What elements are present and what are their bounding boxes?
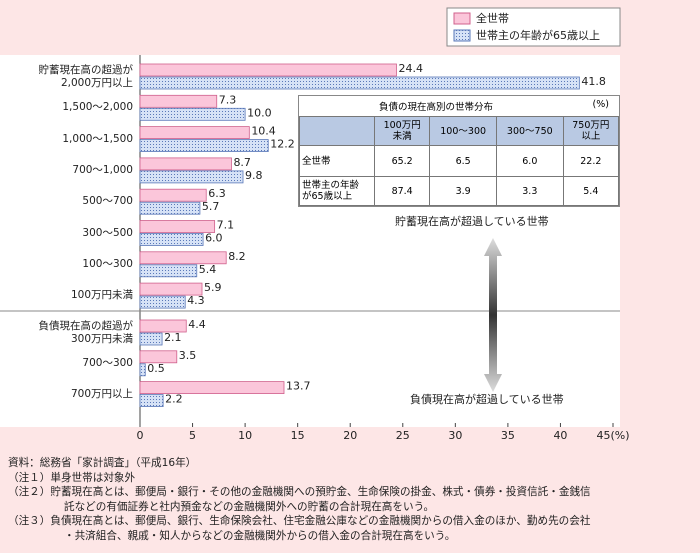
bar	[139, 282, 203, 296]
cell: 5.4	[562, 176, 620, 206]
bar	[139, 332, 163, 346]
value-label: 12.2	[270, 138, 295, 151]
bar	[139, 170, 244, 184]
cell: 65.2	[373, 145, 431, 177]
legend-label: 全世帯	[476, 11, 509, 25]
bar	[139, 201, 201, 215]
row-header: 世帯主の年齢 が65歳以上	[299, 176, 375, 206]
x-tick-label: 25	[396, 429, 410, 442]
cell: 3.3	[495, 176, 564, 206]
category-label: 300～500	[82, 226, 133, 239]
note: （注２）貯蓄現在高とは、郵便局・銀行・その他の金融機関への預貯金、生命保険の掛金…	[8, 486, 591, 499]
value-label: 10.4	[251, 125, 276, 138]
cell: 87.4	[373, 176, 431, 206]
bar	[139, 188, 207, 202]
value-label: 5.7	[202, 200, 220, 213]
value-label: 4.4	[188, 318, 206, 331]
value-label: 6.0	[205, 232, 223, 245]
value-label: 10.0	[247, 106, 272, 119]
category-label: 100万円未満	[70, 289, 133, 302]
cell: 6.0	[495, 145, 564, 177]
legend-label: 世帯主の年齢が65歳以上	[476, 28, 600, 42]
bar	[139, 233, 204, 246]
x-tick-label: 15	[291, 429, 305, 442]
legend-swatch	[453, 12, 471, 25]
value-label: 6.3	[208, 187, 226, 200]
x-tick-label: 10	[238, 429, 252, 442]
x-tick-label: 0	[137, 429, 144, 442]
value-label: 9.8	[245, 169, 263, 182]
bar	[139, 251, 227, 265]
bar	[139, 94, 218, 108]
note: （注３）負債現在高とは、郵便局、銀行、生命保険会社、住宅金融公庫などの金融機関か…	[8, 515, 591, 528]
th: 300～750	[495, 116, 564, 146]
value-label: 5.4	[199, 263, 217, 276]
th: 100万円 未満	[373, 116, 431, 146]
category-label: 1,000～1,500	[62, 132, 133, 145]
value-label: 2.1	[164, 331, 182, 344]
x-tick-label: 35	[501, 429, 515, 442]
value-label: 0.5	[147, 362, 165, 375]
value-label: 7.1	[217, 219, 235, 232]
th: 100～300	[429, 116, 497, 146]
category-label: 負債現在高の超過が 300万円未満	[38, 319, 134, 345]
bar	[139, 76, 580, 90]
x-tick-label: 5	[189, 429, 196, 442]
x-tick-label: 45(%)	[596, 429, 629, 442]
bar	[139, 264, 198, 278]
value-label: 41.8	[581, 75, 606, 88]
annotation: 貯蓄現在高が超過している世帯	[395, 214, 549, 228]
table: 100万円 未満 100～300 300～750 750万円 以上 全世帯 65.2 6.…	[299, 116, 620, 206]
value-label: 13.7	[286, 380, 311, 393]
value-label: 8.7	[233, 156, 251, 169]
category-label: 500～700	[82, 195, 133, 208]
category-label: 1,500～2,000	[62, 101, 133, 114]
legend	[446, 7, 621, 47]
x-tick-label: 40	[553, 429, 567, 442]
th: 750万円 以上	[562, 116, 620, 146]
category-label: 700万円以上	[70, 387, 133, 400]
row-header: 全世帯	[299, 145, 375, 177]
x-tick-label: 30	[448, 429, 462, 442]
cell: 3.9	[429, 176, 497, 206]
value-label: 24.4	[398, 62, 423, 75]
bar	[139, 107, 246, 121]
bar	[139, 139, 269, 153]
value-label: 5.9	[204, 281, 222, 294]
category-label: 貯蓄現在高の超過が 2,000万円以上	[38, 63, 134, 89]
note: （注１）単身世帯は対象外	[8, 471, 136, 484]
value-label: 2.2	[165, 393, 183, 406]
bar	[139, 220, 216, 233]
bar	[139, 381, 285, 395]
category-label: 700～300	[82, 356, 133, 369]
bar	[139, 319, 187, 333]
annotation: 負債現在高が超過している世帯	[410, 392, 564, 406]
note: 託などの有価証券と社内預金などの金融機関外への貯蓄の合計現在高をいう。	[64, 500, 435, 513]
bar	[139, 394, 164, 408]
value-label: 4.3	[187, 294, 205, 307]
notes: 資料：総務省「家計調査」（平成16年） （注１）単身世帯は対象外 （注２）貯蓄現…	[8, 456, 591, 544]
legend-swatch	[453, 29, 471, 42]
table-unit: (%)	[592, 99, 609, 110]
cell: 22.2	[562, 145, 620, 177]
arrow	[484, 238, 502, 392]
table-title: 負債の現在高別の世帯分布	[379, 102, 494, 113]
bar	[139, 295, 186, 309]
value-label: 3.5	[179, 349, 197, 362]
cell: 6.5	[429, 145, 497, 177]
bar	[139, 363, 146, 377]
note: ・共済組合、親戚・知人からなどの金融機関外からの借入金の合計現在高をいう。	[64, 529, 456, 542]
x-tick-label: 20	[343, 429, 357, 442]
category-label: 100～300	[82, 257, 133, 270]
bar	[139, 126, 250, 139]
value-label: 7.3	[219, 93, 237, 106]
bar	[139, 157, 232, 171]
value-label: 8.2	[228, 250, 246, 263]
category-label: 700～1,000	[72, 163, 133, 176]
note: 資料：総務省「家計調査」（平成16年）	[8, 457, 197, 469]
bar	[139, 350, 178, 364]
inset-table: 負債の現在高別の世帯分布 (%) 100万円 未満 100～300 300～750 75…	[298, 95, 620, 207]
bar	[139, 63, 397, 77]
